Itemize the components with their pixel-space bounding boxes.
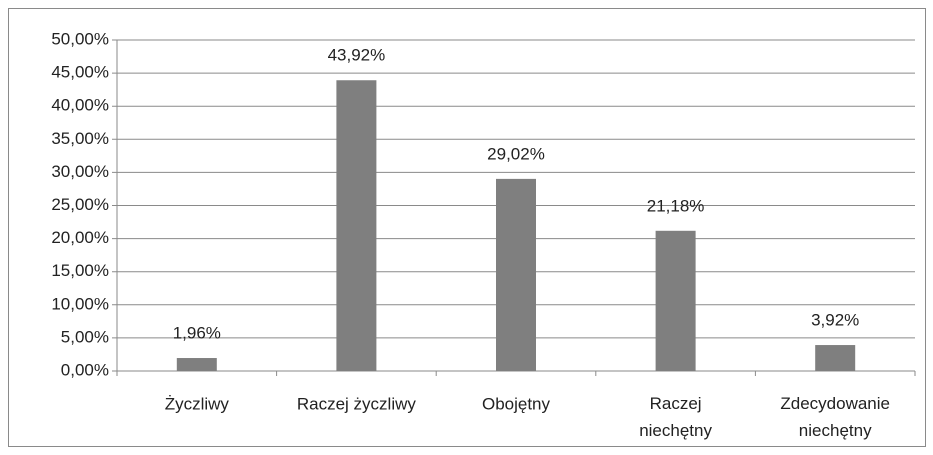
x-tick-label: Życzliwy (165, 394, 230, 413)
data-label: 43,92% (328, 46, 386, 65)
y-tick-label: 50,00% (51, 29, 109, 48)
y-tick-label: 20,00% (51, 228, 109, 247)
y-tick-label: 40,00% (51, 96, 109, 115)
data-label: 21,18% (647, 196, 705, 215)
y-tick-label: 10,00% (51, 294, 109, 313)
y-tick-label: 45,00% (51, 63, 109, 82)
y-tick-label: 30,00% (51, 162, 109, 181)
data-label: 29,02% (487, 144, 545, 163)
y-tick-label: 35,00% (51, 129, 109, 148)
bar (496, 178, 536, 371)
x-tick-label: Zdecydowanie niechętny (780, 394, 890, 440)
bar (655, 230, 696, 371)
bar (176, 358, 217, 371)
x-tick-label: Raczej życzliwy (297, 394, 417, 413)
bar (815, 345, 856, 371)
y-tick-label: 5,00% (61, 327, 109, 346)
y-tick-label: 15,00% (51, 261, 109, 280)
y-tick-label: 0,00% (61, 360, 109, 379)
data-label: 3,92% (811, 311, 859, 330)
x-tick-label: Obojętny (482, 394, 551, 413)
y-tick-label: 25,00% (51, 195, 109, 214)
data-label: 1,96% (173, 324, 221, 343)
x-tick-label: Raczej niechętny (639, 394, 712, 440)
bar (336, 80, 377, 371)
chart-border (8, 8, 926, 447)
